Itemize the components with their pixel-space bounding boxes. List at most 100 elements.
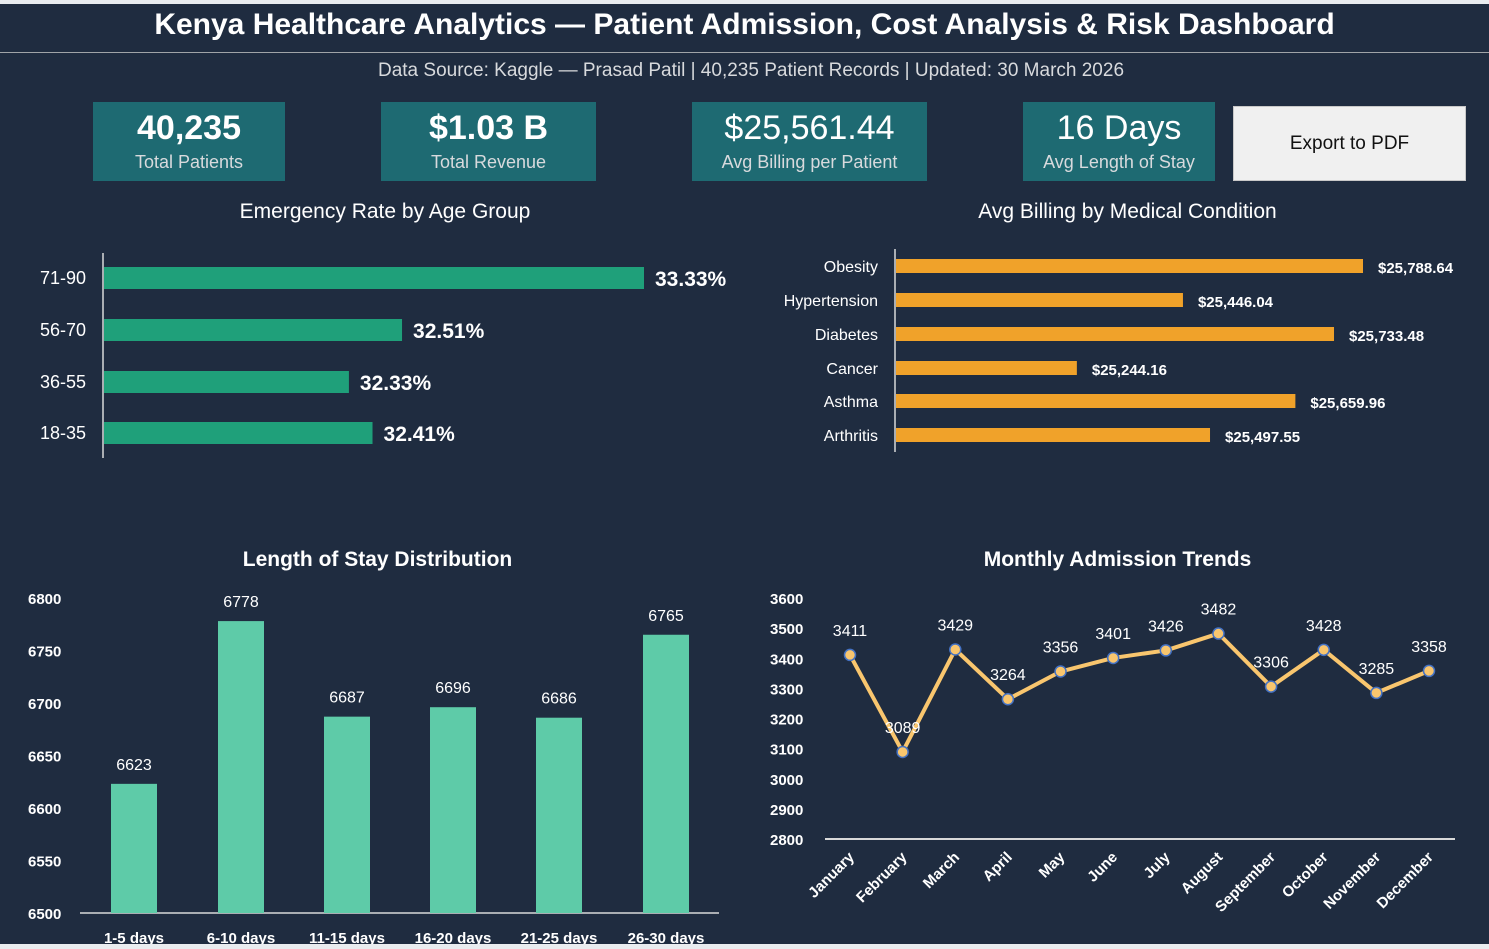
trend-x-label: August bbox=[1178, 849, 1227, 898]
kpi-value: 16 Days bbox=[1056, 109, 1182, 147]
stay-x-label: 1-5 days bbox=[104, 930, 164, 947]
trend-y-tick: 2800 bbox=[770, 832, 803, 849]
trend-x-label: February bbox=[853, 848, 911, 906]
stay-data-label: 6696 bbox=[435, 680, 471, 697]
stay-x-label: 6-10 days bbox=[207, 930, 275, 947]
trend-y-tick: 3000 bbox=[770, 772, 803, 789]
billing-category-label: Diabetes bbox=[815, 327, 878, 344]
trend-data-label: 3264 bbox=[990, 667, 1026, 684]
stay-y-tick: 6700 bbox=[28, 696, 61, 713]
emergency-bar bbox=[104, 422, 373, 444]
trend-marker bbox=[1370, 686, 1383, 700]
billing-data-label: $25,659.96 bbox=[1310, 395, 1385, 412]
trend-x-label: June bbox=[1084, 849, 1121, 886]
trend-y-tick: 3300 bbox=[770, 681, 803, 698]
billing-bar bbox=[896, 293, 1183, 307]
trend-x-label: March bbox=[920, 849, 963, 892]
trend-y-tick: 3600 bbox=[770, 591, 803, 608]
stay-bar bbox=[324, 716, 370, 913]
stay-bar bbox=[218, 621, 264, 913]
stay-data-label: 6623 bbox=[116, 757, 152, 774]
billing-bar bbox=[896, 259, 1363, 273]
trend-marker bbox=[949, 643, 962, 656]
export-pdf-button[interactable]: Export to PDF bbox=[1233, 106, 1466, 181]
trend-x-label: October bbox=[1279, 849, 1332, 902]
billing-category-label: Asthma bbox=[824, 394, 878, 411]
emergency-data-label: 32.41% bbox=[384, 423, 456, 446]
kpi-avg-billing: $25,561.44 Avg Billing per Patient bbox=[692, 102, 927, 181]
billing-chart-title: Avg Billing by Medical Condition bbox=[978, 200, 1277, 223]
kpi-value: $25,561.44 bbox=[724, 109, 895, 147]
trend-marker bbox=[1317, 643, 1330, 657]
billing-category-label: Hypertension bbox=[784, 293, 878, 310]
stay-x-label: 11-15 days bbox=[309, 930, 385, 947]
billing-data-label: $25,733.48 bbox=[1349, 328, 1424, 345]
trend-marker bbox=[1264, 680, 1278, 693]
trend-data-label: 3429 bbox=[937, 618, 973, 635]
trend-line bbox=[848, 631, 1430, 754]
stay-bar bbox=[111, 783, 157, 913]
stay-y-tick: 6600 bbox=[28, 801, 61, 818]
kpi-label: Avg Billing per Patient bbox=[721, 152, 898, 172]
trend-y-tick: 3200 bbox=[770, 712, 803, 729]
emergency-data-label: 32.33% bbox=[360, 372, 432, 395]
trend-marker bbox=[843, 648, 857, 662]
emergency-category-label: 18-35 bbox=[40, 423, 86, 443]
trend-marker bbox=[1212, 627, 1225, 640]
kpi-value: $1.03 B bbox=[428, 109, 549, 147]
kpi-label: Avg Length of Stay bbox=[1043, 152, 1195, 172]
trend-x-label: April bbox=[980, 849, 1016, 885]
trend-data-label: 3356 bbox=[1043, 640, 1079, 657]
trend-x-label: November bbox=[1320, 849, 1384, 913]
emergency-bar bbox=[104, 371, 349, 393]
stay-x-label: 16-20 days bbox=[415, 930, 492, 947]
trend-y-tick: 2900 bbox=[770, 802, 803, 819]
stay-y-tick: 6800 bbox=[28, 591, 61, 608]
trend-data-label: 3482 bbox=[1201, 602, 1237, 619]
billing-category-label: Arthritis bbox=[824, 428, 878, 445]
kpi-total-patients: 40,235 Total Patients bbox=[93, 102, 285, 181]
stay-data-label: 6686 bbox=[541, 691, 577, 708]
trend-x-label: December bbox=[1374, 849, 1437, 912]
stay-y-tick: 6750 bbox=[28, 644, 61, 661]
window-bottom-strip bbox=[0, 944, 1489, 949]
billing-bar bbox=[896, 394, 1296, 408]
trend-chart-title: Monthly Admission Trends bbox=[983, 548, 1252, 571]
emergency-bar bbox=[104, 319, 403, 341]
trend-data-label: 3426 bbox=[1148, 618, 1184, 635]
trend-marker bbox=[1422, 664, 1436, 678]
trend-y-tick: 3100 bbox=[770, 742, 803, 759]
billing-category-label: Obesity bbox=[824, 259, 878, 276]
billing-data-label: $25,788.64 bbox=[1378, 260, 1454, 277]
emergency-bar bbox=[104, 267, 644, 289]
billing-data-label: $25,244.16 bbox=[1092, 362, 1167, 379]
billing-bar bbox=[896, 428, 1211, 442]
trend-marker bbox=[1054, 665, 1067, 678]
trend-data-label: 3306 bbox=[1253, 655, 1289, 672]
trend-data-label: 3089 bbox=[885, 720, 921, 737]
emergency-data-label: 33.33% bbox=[655, 268, 727, 291]
billing-bar bbox=[896, 327, 1335, 341]
stay-y-tick: 6650 bbox=[28, 749, 61, 766]
kpi-label: Total Patients bbox=[134, 152, 244, 172]
emergency-chart-title: Emergency Rate by Age Group bbox=[239, 200, 531, 223]
trend-data-label: 3401 bbox=[1095, 626, 1131, 643]
kpi-total-revenue: $1.03 B Total Revenue bbox=[381, 102, 596, 181]
billing-data-label: $25,446.04 bbox=[1198, 294, 1274, 311]
trend-data-label: 3428 bbox=[1306, 618, 1342, 635]
title-divider bbox=[0, 52, 1489, 53]
emergency-data-label: 32.51% bbox=[413, 320, 485, 343]
kpi-avg-stay: 16 Days Avg Length of Stay bbox=[1023, 102, 1215, 181]
stay-y-tick: 6500 bbox=[28, 906, 61, 923]
stay-x-label: 21-25 days bbox=[521, 930, 598, 947]
trend-x-label: July bbox=[1140, 848, 1174, 882]
trend-y-tick: 3500 bbox=[770, 621, 803, 638]
stay-y-tick: 6550 bbox=[28, 854, 61, 871]
billing-bar bbox=[896, 361, 1077, 375]
stay-chart-title: Length of Stay Distribution bbox=[242, 548, 513, 571]
stay-data-label: 6778 bbox=[223, 594, 259, 611]
emergency-category-label: 71-90 bbox=[40, 268, 86, 288]
stay-bar bbox=[536, 717, 582, 913]
trend-x-label: January bbox=[805, 848, 858, 901]
